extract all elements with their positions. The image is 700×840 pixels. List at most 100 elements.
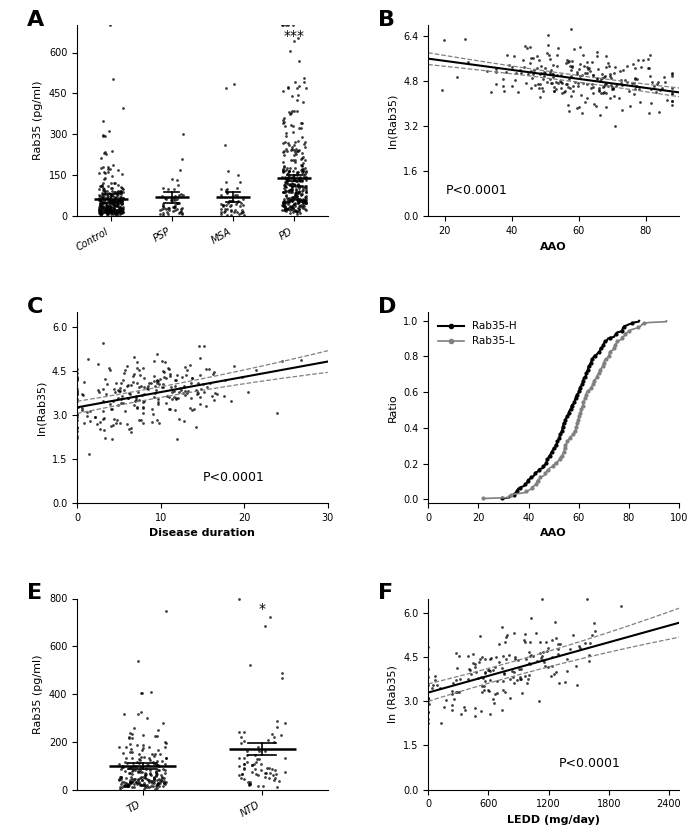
Point: [128, 721, 139, 734]
Point: [133, 764, 144, 778]
Point: [560, 84, 571, 97]
Point: [660, 76, 671, 89]
Point: [293, 181, 304, 194]
Point: [160, 751, 172, 764]
Point: [108, 206, 119, 219]
Point: [94, 189, 106, 202]
Point: [116, 205, 127, 218]
Point: [141, 767, 152, 780]
Point: [99, 197, 110, 210]
Point: [558, 86, 569, 99]
Point: [216, 182, 227, 196]
Point: [103, 203, 114, 217]
Point: [71, 387, 83, 401]
Point: [487, 663, 498, 676]
Point: [111, 207, 122, 221]
Point: [219, 373, 230, 386]
Point: [623, 85, 634, 98]
Point: [123, 731, 134, 744]
Point: [106, 201, 117, 214]
Point: [551, 68, 562, 81]
Point: [223, 195, 235, 208]
Point: [102, 165, 113, 179]
Point: [293, 186, 304, 200]
Point: [289, 188, 300, 202]
Point: [290, 142, 302, 155]
Point: [135, 771, 146, 785]
Point: [279, 202, 290, 216]
Point: [293, 179, 304, 192]
Point: [584, 637, 595, 650]
Point: [566, 60, 578, 73]
Point: [292, 194, 303, 207]
Point: [134, 368, 146, 381]
Point: [656, 81, 667, 95]
Point: [574, 642, 585, 655]
Point: [171, 173, 182, 186]
Point: [276, 672, 288, 685]
Point: [279, 196, 290, 209]
Point: [290, 181, 302, 195]
Point: [95, 200, 106, 213]
Point: [289, 197, 300, 211]
Point: [153, 392, 164, 406]
Point: [162, 205, 173, 218]
Point: [71, 387, 83, 401]
Point: [582, 62, 594, 76]
Point: [96, 197, 107, 210]
Point: [295, 163, 307, 176]
Point: [282, 171, 293, 185]
Point: [573, 76, 584, 90]
Point: [151, 729, 162, 743]
Point: [153, 780, 164, 793]
Point: [279, 149, 290, 162]
Point: [136, 388, 148, 402]
Point: [136, 686, 148, 700]
Point: [169, 198, 181, 212]
Point: [276, 666, 287, 680]
Rab35-L: [479, 493, 487, 503]
Point: [296, 179, 307, 192]
Point: [513, 662, 524, 675]
Point: [298, 76, 309, 89]
Point: [115, 384, 126, 397]
Point: [231, 195, 242, 208]
Point: [225, 195, 236, 208]
Point: [126, 764, 137, 778]
Point: [297, 165, 308, 178]
Point: [565, 63, 576, 76]
Point: [106, 402, 118, 416]
Point: [110, 194, 121, 207]
Point: [107, 193, 118, 207]
Point: [154, 759, 165, 773]
Point: [279, 203, 290, 217]
Point: [277, 155, 288, 169]
Point: [105, 207, 116, 221]
Point: [110, 207, 121, 220]
Point: [288, 190, 299, 203]
Point: [489, 687, 500, 701]
Y-axis label: Rab35 (pg/ml): Rab35 (pg/ml): [33, 81, 43, 160]
Point: [166, 381, 177, 394]
Point: [172, 192, 183, 206]
Point: [300, 162, 311, 176]
Point: [283, 171, 294, 184]
Point: [666, 86, 678, 99]
Point: [291, 190, 302, 203]
Point: [294, 199, 305, 213]
Point: [137, 738, 148, 752]
Point: [94, 191, 105, 204]
Point: [512, 85, 524, 98]
Point: [290, 183, 302, 197]
Point: [470, 661, 481, 675]
Point: [538, 84, 549, 97]
Point: [184, 359, 195, 372]
Point: [176, 202, 187, 215]
Point: [629, 71, 641, 85]
Point: [288, 174, 300, 187]
Point: [97, 196, 108, 209]
Point: [423, 641, 434, 654]
Point: [296, 116, 307, 129]
Point: [564, 81, 575, 94]
Point: [238, 761, 249, 774]
